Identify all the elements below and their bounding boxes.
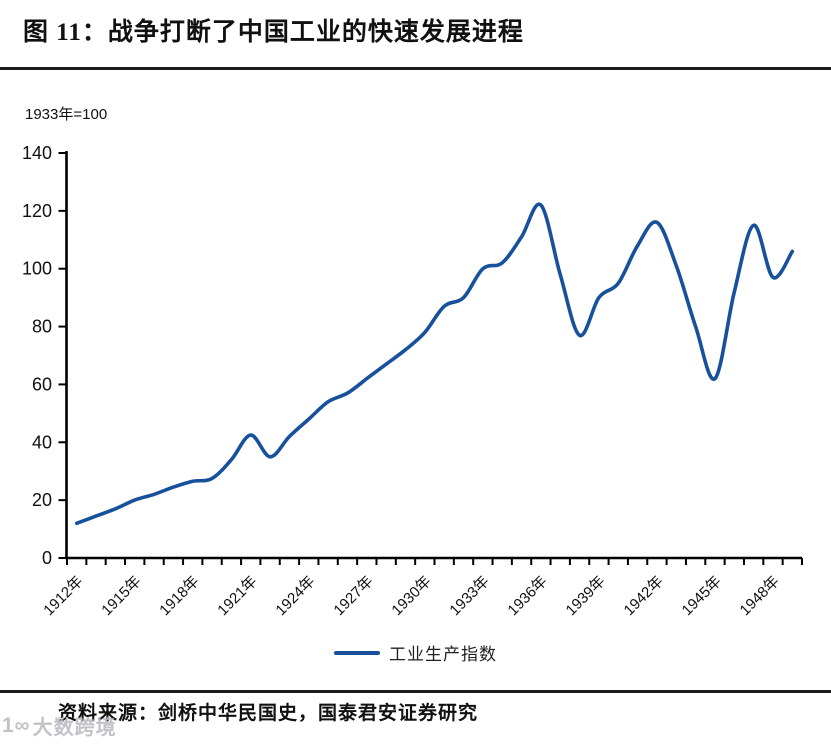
axis-lines — [65, 151, 802, 560]
y-axis-label: 140 — [22, 143, 52, 163]
y-axis-label: 40 — [32, 432, 52, 452]
x-axis-label: 1939年 — [563, 573, 609, 619]
legend-label: 工业生产指数 — [389, 645, 497, 664]
source-text: 资料来源：剑桥中华民国史，国泰君安证券研究 — [58, 703, 479, 724]
x-axis-label: 1921年 — [214, 573, 260, 619]
x-axis-label: 1918年 — [156, 573, 202, 619]
index-base-note: 1933年=100 — [25, 106, 108, 123]
series-line — [74, 202, 795, 526]
x-axis-label: 1924年 — [272, 573, 318, 619]
chart-legend: 工业生产指数 — [0, 640, 831, 665]
x-axis-label: 1927年 — [330, 573, 376, 619]
y-axis-label: 100 — [22, 259, 52, 279]
x-axis-label: 1945年 — [679, 573, 725, 619]
x-axis-label: 1912年 — [40, 573, 86, 619]
y-axis-label: 0 — [42, 548, 52, 568]
figure-title: 图 11：战争打断了中国工业的快速发展进程 — [23, 19, 524, 46]
x-axis-label: 1948年 — [737, 573, 783, 619]
footer-divider — [0, 690, 831, 693]
x-axis-label: 1942年 — [621, 573, 667, 619]
y-axis-label: 60 — [32, 374, 52, 394]
x-axis-label: 1915年 — [98, 573, 144, 619]
title-divider — [0, 67, 831, 70]
x-axis-label: 1936年 — [504, 573, 550, 619]
y-axis-label: 20 — [32, 490, 52, 510]
legend-line-swatch — [334, 650, 380, 655]
x-axis-label: 1930年 — [388, 573, 434, 619]
x-axis-label: 1933年 — [446, 573, 492, 619]
y-axis-label: 80 — [32, 317, 52, 337]
y-axis-label: 120 — [22, 201, 52, 221]
